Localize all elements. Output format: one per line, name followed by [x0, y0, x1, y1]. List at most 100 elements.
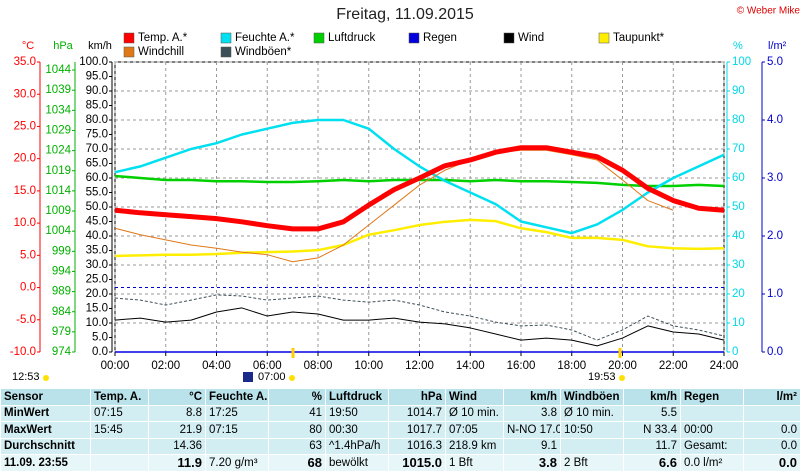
y-tick-label: 60.0 [86, 172, 108, 184]
y-tick-label: 80 [732, 114, 745, 126]
table-cell: 11.7 [623, 437, 681, 455]
chart: Freitag, 11.09.2015 © Weber Mike °C 35.0 3… [10, 6, 801, 383]
table-cell: 1014.7 [388, 404, 446, 422]
x-tick-label: 14:00 [456, 360, 485, 372]
table-row: Sensor Temp. A. °C Feuchte A.% Luftdruck hPa W… [0, 388, 801, 406]
table-cell: 11.09. 23:55 [0, 454, 91, 472]
moon-icon [243, 372, 253, 382]
x-tick-label: 20:00 [608, 360, 637, 372]
table-cell: 80 [268, 421, 326, 439]
y-tick-label: 10.0 [14, 217, 36, 229]
table-cell: bewölkt [325, 454, 389, 472]
table-cell: 00:00 [680, 421, 744, 439]
y-tick-label: 0.0 [20, 282, 36, 294]
table-cell: 19:50 [325, 404, 389, 422]
table-cell: MaxWert [0, 421, 91, 439]
legend-swatch [313, 32, 325, 44]
table-cell: Ø 10 min. [560, 404, 624, 422]
table-cell: 41 [268, 404, 326, 422]
table-cell [90, 454, 149, 472]
sun-icon [619, 375, 625, 381]
y-tick-label: 65.0 [86, 158, 108, 170]
table-cell: % [268, 388, 326, 406]
y-tick-label: 2.0 [767, 230, 783, 242]
y-tick-label: 4.0 [767, 114, 783, 126]
table-cell: 1017.7 [388, 421, 446, 439]
y-tick-label: 25.0 [14, 120, 36, 132]
table-cell: Wind [445, 388, 504, 406]
annotation: 19:53 [588, 371, 616, 383]
legend-label: Wind [518, 32, 544, 44]
table-cell: 1015.0 [388, 454, 446, 472]
series-line [114, 218, 725, 258]
stats-table: Sensor Temp. A. °C Feuchte A.% Luftdruck hPa W… [0, 388, 801, 472]
table-cell: km/h [623, 388, 681, 406]
legend-swatch [220, 32, 232, 44]
y-tick-label: 1009 [45, 205, 71, 217]
y-tick-label: 35.0 [86, 245, 108, 257]
table-cell: 00:30 [325, 421, 389, 439]
legend-label: Windchill [138, 46, 184, 58]
y-tick-label: 25.0 [86, 274, 108, 286]
series-line [114, 118, 725, 235]
y-tick-label: 30.0 [86, 259, 108, 271]
x-tick-label: 12:00 [405, 360, 434, 372]
legend-label: Luftdruck [328, 32, 376, 44]
legend-label: Temp. A.* [138, 32, 188, 44]
table-cell: 21.9 [148, 421, 206, 439]
y-tick-label: 1024 [45, 145, 71, 157]
y-tick-label: -10.0 [10, 346, 36, 358]
axis-unit: l/m² [768, 40, 787, 52]
y-tick-label: 10.0 [86, 317, 108, 329]
y-tick-label: 0.0 [767, 346, 783, 358]
axis-unit: hPa [53, 40, 73, 52]
y-tick-label: 20 [732, 288, 745, 300]
table-cell: l/m² [743, 388, 801, 406]
y-tick-label: 15.0 [14, 185, 36, 197]
legend-swatch [408, 32, 420, 44]
table-cell [680, 404, 744, 422]
table-row: 11.09. 23:55 11.9 7.20 g/m³ 68 bewölkt 1015.0… [0, 454, 801, 472]
legend-label: Taupunkt* [613, 32, 665, 44]
table-row: MaxWert 15:45 21.9 07:15 80 00:30 1017.7 07:05 N… [0, 421, 801, 439]
y-tick-label: 75.0 [86, 129, 108, 141]
x-tick-label: 04:00 [202, 360, 231, 372]
y-tick-label: 10 [732, 317, 745, 329]
legend-label: Feuchte A.* [235, 32, 295, 44]
legend-swatch [503, 32, 515, 44]
table-cell: 7.20 g/m³ [205, 454, 269, 472]
x-tick-label: 22:00 [659, 360, 688, 372]
annotation: 12:53 [12, 371, 40, 383]
table-cell: 8.8 [148, 404, 206, 422]
y-tick-label: 989 [52, 286, 71, 298]
y-tick-label: 15.0 [86, 303, 108, 315]
table-cell: Regen [680, 388, 744, 406]
table-cell: 07:05 [445, 421, 504, 439]
y-tick-label: 974 [52, 346, 72, 358]
y-tick-label: 979 [52, 326, 71, 338]
table-cell: Ø 10 min. [445, 404, 504, 422]
table-cell: Windböen [560, 388, 624, 406]
x-tick-label: 06:00 [253, 360, 282, 372]
table-cell: 14.36 [148, 437, 206, 455]
table-cell [743, 404, 801, 422]
y-tick-label: 60 [732, 172, 745, 184]
y-tick-label: 55.0 [86, 187, 108, 199]
legend-swatch [598, 32, 610, 44]
table-cell: 63 [268, 437, 326, 455]
series-line [114, 149, 674, 263]
x-tick-label: 18:00 [557, 360, 586, 372]
table-row: MinWert 07:15 8.8 17:25 41 19:50 1014.7 Ø 10 mi… [0, 404, 801, 422]
y-tick-label: 20.0 [86, 288, 108, 300]
table-cell: 0.0 [743, 454, 801, 472]
axis-unit: km/h [88, 40, 112, 52]
table-cell: Gesamt: [680, 437, 744, 455]
annotation: 07:00 [258, 371, 286, 383]
sun-icon [289, 375, 295, 381]
table-cell: 1016.3 [388, 437, 446, 455]
y-tick-label: 999 [52, 245, 71, 257]
y-tick-label: 30 [732, 259, 745, 271]
y-tick-label: 95.0 [86, 71, 108, 83]
table-cell: ^1.4hPa/h [325, 437, 389, 455]
